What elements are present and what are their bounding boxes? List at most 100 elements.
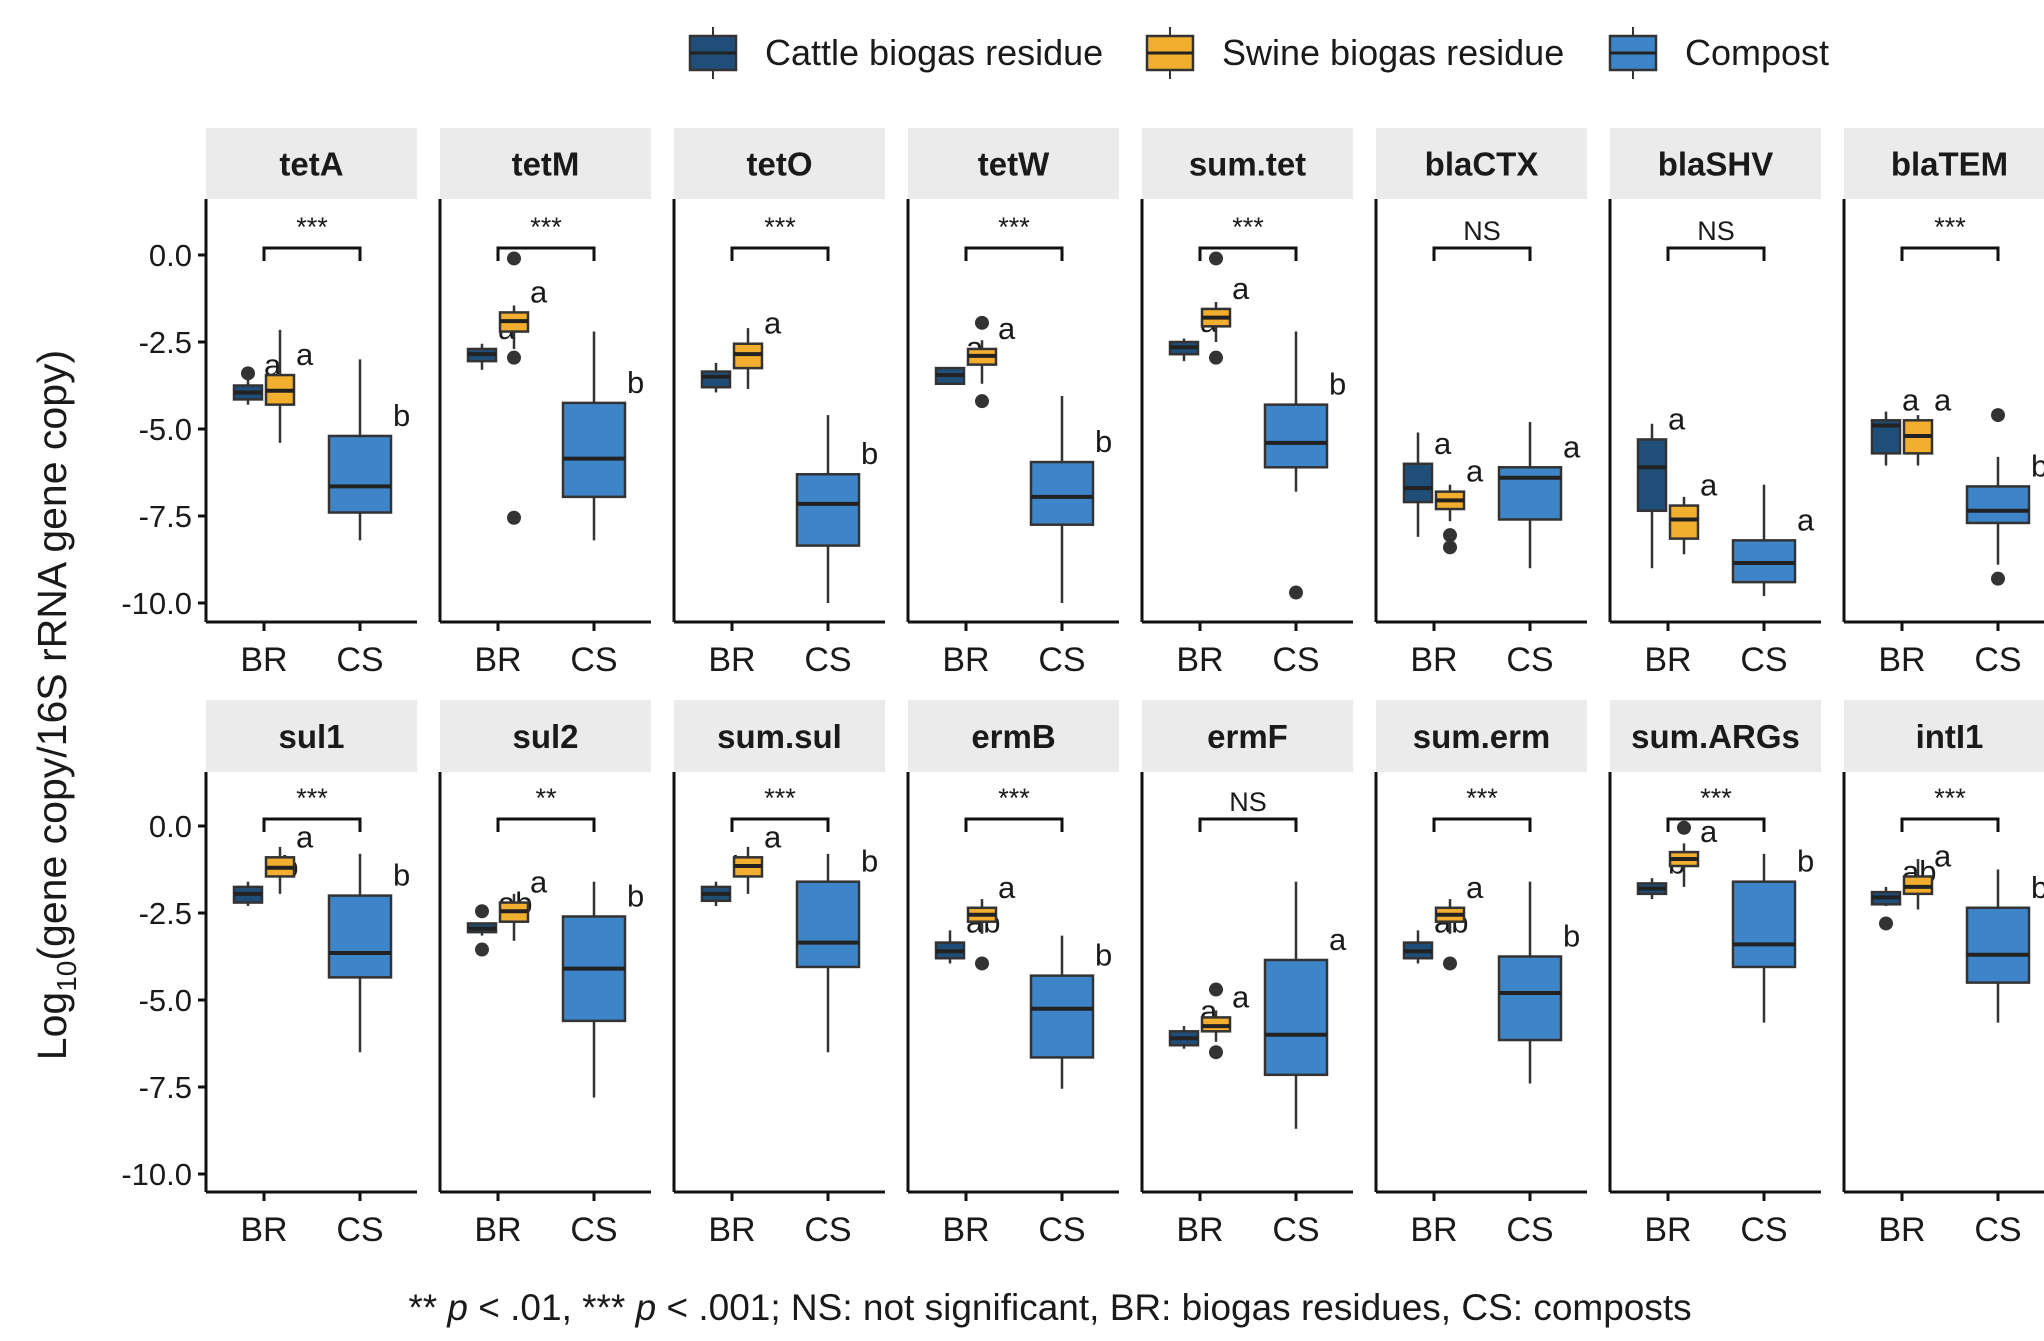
significance-label: ***: [296, 212, 328, 242]
bracket-line: [1198, 246, 1298, 262]
legend-key-cattle: [688, 27, 738, 79]
x-tick-label: BR: [1644, 1211, 1691, 1249]
significance-letter: a: [998, 311, 1016, 346]
box-compost: b: [1029, 935, 1112, 1089]
box-iqr: [1402, 462, 1434, 504]
x-tick-label: BR: [942, 641, 989, 679]
bracket-line: [496, 817, 596, 833]
x-tick-label: BR: [942, 1211, 989, 1249]
figure-caption: ** p < .01, *** p < .001; NS: not signif…: [408, 1287, 1691, 1328]
significance-bracket: ***: [1900, 783, 2000, 833]
x-tick-label: CS: [570, 641, 617, 679]
box-compost: a: [1263, 881, 1347, 1129]
significance-letter: b: [2031, 870, 2044, 905]
x-tick-label: BR: [1878, 1211, 1925, 1249]
significance-label: ***: [998, 212, 1030, 242]
x-tick-label: BR: [1176, 1211, 1223, 1249]
significance-label: ***: [998, 783, 1030, 813]
y-axis-title-subscript: 10: [51, 961, 82, 992]
significance-letter: b: [393, 858, 410, 893]
bracket-line: [262, 817, 362, 833]
y-tick-label: -2.5: [139, 896, 192, 931]
box-swine: a: [1434, 870, 1484, 971]
significance-label: ***: [1232, 212, 1264, 242]
significance-letter: b: [1095, 424, 1112, 459]
panel-strip: [674, 700, 885, 772]
x-tick-label: CS: [804, 641, 851, 679]
significance-letter: a: [1466, 870, 1484, 905]
legend-label-compost: Compost: [1685, 32, 1829, 73]
outlier-point: [1991, 408, 2005, 423]
box-swine: a: [498, 251, 548, 525]
x-tick-label: CS: [1038, 641, 1085, 679]
significance-label: NS: [1229, 787, 1267, 817]
box-swine: a: [498, 865, 548, 941]
significance-label: NS: [1463, 216, 1501, 246]
box-iqr: [1263, 958, 1329, 1077]
box-compost: b: [561, 331, 644, 541]
box-compost: b: [1731, 844, 1814, 1023]
significance-letter: a: [1700, 468, 1718, 503]
panel-strip: [206, 700, 417, 772]
panel-title: tetW: [978, 146, 1050, 183]
box-compost: b: [1263, 331, 1346, 600]
x-tick-label: BR: [1410, 1211, 1457, 1249]
significance-bracket: ***: [262, 783, 362, 833]
box-swine: a: [1668, 468, 1718, 555]
outlier-point: [1677, 820, 1691, 835]
panel-title: intI1: [1916, 718, 1984, 755]
legend: Cattle biogas residue Swine biogas residu…: [688, 27, 1829, 79]
outlier-point: [975, 394, 989, 409]
significance-letter: b: [1095, 938, 1112, 973]
significance-letter: a: [1934, 382, 1952, 417]
significance-bracket: NS: [1666, 216, 1766, 262]
significance-letter: a: [1329, 922, 1347, 957]
significance-bracket: NS: [1198, 787, 1298, 833]
legend-label-swine: Swine biogas residue: [1222, 32, 1564, 73]
box-cattle: a: [1402, 426, 1452, 537]
legend-key-compost: [1608, 27, 1658, 79]
x-tick-label: BR: [1176, 641, 1223, 679]
significance-letter: b: [861, 844, 878, 879]
significance-letter: a: [764, 306, 782, 341]
y-tick-label: -5.0: [139, 412, 192, 447]
significance-label: ***: [1700, 783, 1732, 813]
box-iqr: [795, 880, 861, 969]
bracket-line: [964, 817, 1064, 833]
outlier-point: [475, 904, 489, 919]
significance-bracket: ***: [1666, 783, 1766, 833]
box-iqr: [327, 434, 393, 514]
panel-strip: [1610, 700, 1821, 772]
box-iqr: [1965, 485, 2031, 525]
significance-letter: a: [1668, 401, 1686, 436]
panel-strip: [440, 128, 651, 199]
significance-bracket: ***: [1432, 783, 1532, 833]
bracket-line: [496, 246, 596, 262]
x-tick-label: CS: [1974, 1211, 2021, 1249]
outlier-point: [975, 315, 989, 330]
x-tick-label: BR: [708, 1211, 755, 1249]
panel-title: sum.ARGs: [1631, 718, 1800, 755]
outlier-point: [1879, 916, 1893, 931]
box-swine: a: [1902, 382, 1952, 466]
box-iqr: [1497, 466, 1563, 521]
bracket-line: [1432, 817, 1532, 833]
panel-blaTEM: blaTEM BR CS *** a a b: [1842, 128, 2044, 679]
caption-part-p2: p: [446, 1287, 468, 1328]
x-tick-label: CS: [1272, 641, 1319, 679]
box-swine: a: [732, 306, 782, 389]
box-swine: a: [1200, 979, 1250, 1060]
x-tick-label: CS: [1506, 1211, 1553, 1249]
outlier-point: [1443, 540, 1457, 555]
box-compost: b: [1497, 881, 1580, 1084]
box-swine: a: [264, 329, 314, 443]
panel-title: sul2: [512, 718, 578, 755]
significance-letter: a: [1232, 979, 1250, 1014]
x-tick-label: BR: [240, 641, 287, 679]
